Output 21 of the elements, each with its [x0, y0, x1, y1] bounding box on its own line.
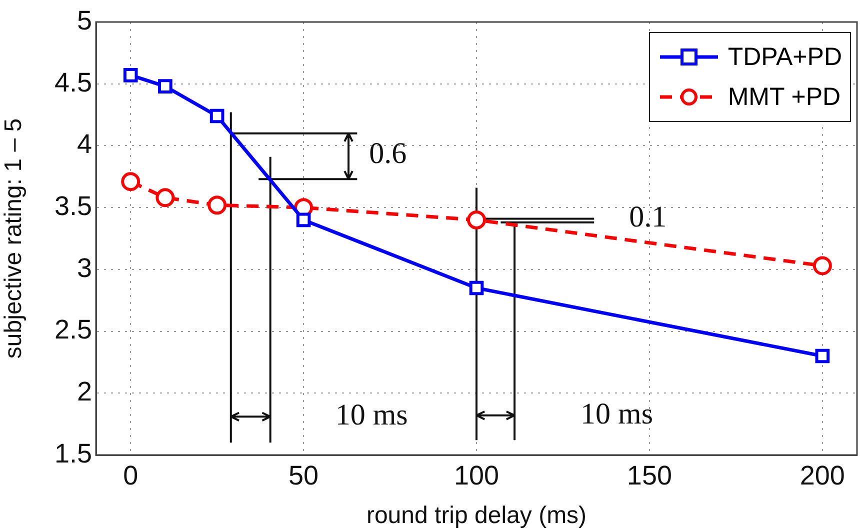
annotation: 10 ms	[580, 397, 654, 430]
annotation: 0.6	[369, 137, 407, 170]
annotation: 0.1	[629, 200, 667, 234]
y-tick-label: 5	[76, 5, 92, 36]
y-tick-label: 3.5	[54, 191, 92, 222]
y-tick-label: 4.5	[54, 67, 92, 98]
y-tick-label: 4	[76, 129, 92, 160]
y-axis-title: subjective rating: 1 – 5	[0, 118, 28, 359]
y-tick-label: 1.5	[54, 438, 92, 468]
annotation: 10 ms	[335, 398, 408, 432]
x-tick-label: 0	[123, 460, 138, 491]
x-tick-label: 100	[454, 460, 500, 491]
y-tick-label: 2.5	[54, 314, 92, 345]
legend-label: TDPA+PD	[728, 42, 842, 72]
x-tick-label: 150	[626, 460, 672, 491]
x-axis-title: round trip delay (ms)	[366, 502, 587, 530]
x-tick-label: 50	[288, 460, 319, 491]
legend-label: MMT +PD	[728, 82, 841, 112]
y-tick-label: 2	[76, 376, 92, 407]
x-tick-label: 200	[800, 460, 845, 491]
y-tick-label: 3	[76, 252, 92, 283]
